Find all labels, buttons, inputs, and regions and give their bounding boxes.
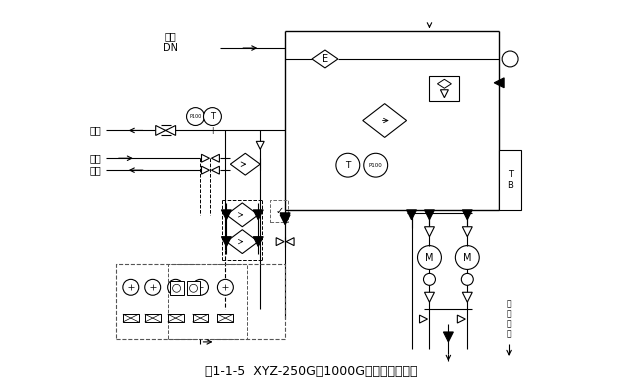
Circle shape xyxy=(364,153,388,177)
Bar xyxy=(193,314,208,322)
Circle shape xyxy=(123,279,139,295)
Polygon shape xyxy=(424,227,434,237)
Polygon shape xyxy=(443,332,453,342)
Text: DN: DN xyxy=(163,43,178,53)
Text: 口: 口 xyxy=(507,300,511,309)
Circle shape xyxy=(417,246,442,269)
Text: M: M xyxy=(425,252,434,262)
Text: 进水: 进水 xyxy=(89,153,101,163)
Polygon shape xyxy=(211,166,220,174)
Polygon shape xyxy=(202,166,210,174)
Bar xyxy=(170,282,183,295)
Text: 排: 排 xyxy=(507,329,511,339)
Polygon shape xyxy=(221,210,231,220)
Polygon shape xyxy=(462,292,472,302)
Polygon shape xyxy=(202,154,210,162)
Polygon shape xyxy=(462,227,472,237)
Bar xyxy=(123,314,139,322)
Circle shape xyxy=(455,246,479,269)
Polygon shape xyxy=(276,238,284,246)
Bar xyxy=(145,314,160,322)
Polygon shape xyxy=(457,315,465,323)
Polygon shape xyxy=(280,215,290,225)
Text: 用: 用 xyxy=(507,309,511,319)
Bar xyxy=(168,265,248,339)
Text: P100: P100 xyxy=(369,163,383,168)
Polygon shape xyxy=(256,141,264,149)
Text: 供油: 供油 xyxy=(89,126,101,136)
Text: T: T xyxy=(345,161,351,170)
Text: |: | xyxy=(211,127,213,134)
Circle shape xyxy=(462,273,473,285)
Text: T: T xyxy=(210,112,215,121)
Polygon shape xyxy=(286,238,294,246)
Text: 以: 以 xyxy=(507,319,511,329)
Circle shape xyxy=(424,273,435,285)
Bar xyxy=(218,314,233,322)
Text: E: E xyxy=(322,54,328,64)
Polygon shape xyxy=(424,292,434,302)
Polygon shape xyxy=(494,78,504,88)
Circle shape xyxy=(168,279,183,295)
Circle shape xyxy=(203,108,221,126)
Text: P100: P100 xyxy=(189,114,202,119)
Polygon shape xyxy=(211,154,220,162)
Polygon shape xyxy=(440,90,448,98)
Circle shape xyxy=(336,153,360,177)
Polygon shape xyxy=(253,237,263,247)
Polygon shape xyxy=(253,210,263,220)
Text: T
B: T B xyxy=(507,170,513,190)
Text: 图1-1-5  XYZ-250G～1000G型稀油站原理图: 图1-1-5 XYZ-250G～1000G型稀油站原理图 xyxy=(205,365,417,378)
Text: 回油: 回油 xyxy=(165,31,177,41)
Circle shape xyxy=(193,279,208,295)
Circle shape xyxy=(502,51,518,67)
Circle shape xyxy=(187,108,205,126)
Bar xyxy=(187,282,200,295)
Polygon shape xyxy=(280,213,290,223)
Polygon shape xyxy=(462,210,472,220)
Text: M: M xyxy=(463,252,471,262)
Bar xyxy=(270,200,288,222)
Polygon shape xyxy=(156,126,165,136)
Polygon shape xyxy=(221,237,231,247)
Polygon shape xyxy=(424,210,434,220)
Circle shape xyxy=(173,284,180,292)
Circle shape xyxy=(145,279,160,295)
Text: 出水: 出水 xyxy=(89,165,101,175)
Text: ✓: ✓ xyxy=(275,206,283,216)
Bar xyxy=(429,76,459,101)
Polygon shape xyxy=(419,315,427,323)
Circle shape xyxy=(218,279,233,295)
Polygon shape xyxy=(165,126,175,136)
Circle shape xyxy=(190,284,198,292)
Bar xyxy=(499,150,521,210)
Bar xyxy=(116,265,285,339)
Bar xyxy=(168,314,183,322)
Polygon shape xyxy=(407,210,417,220)
